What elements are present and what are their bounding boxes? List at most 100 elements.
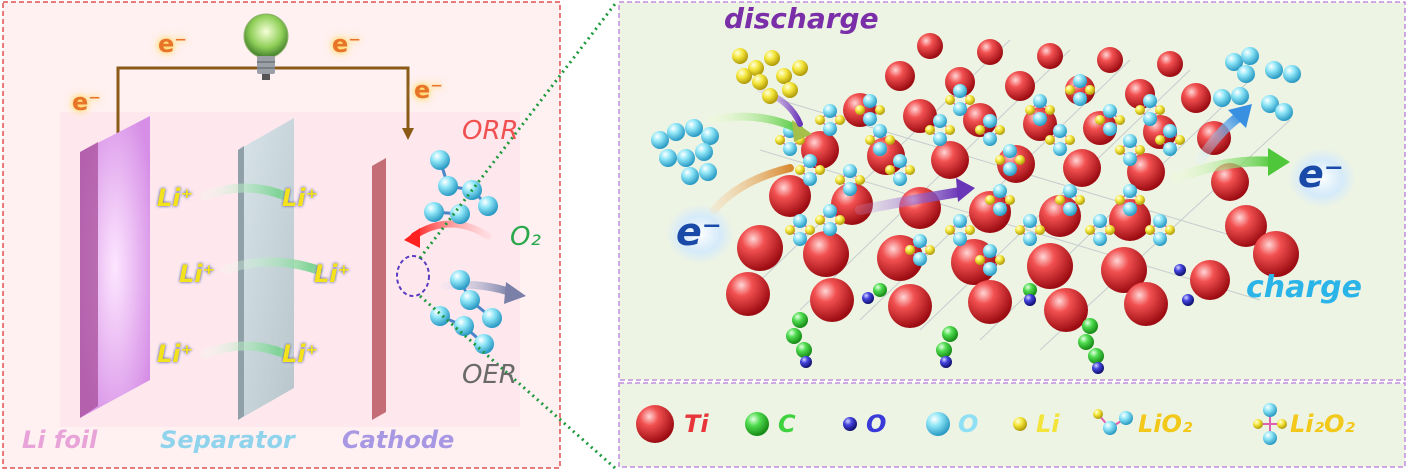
free-o2-cluster-right [1213, 47, 1301, 121]
surface-li-atom [1055, 195, 1065, 205]
surface-o-atom [793, 232, 807, 246]
o2-in-arrow [708, 112, 804, 134]
surface-li-atom [885, 135, 895, 145]
surface-li-atom [1095, 115, 1105, 125]
surface-o-atom [823, 104, 837, 118]
surface-o-atom [953, 84, 967, 98]
surface-o-atom [803, 172, 817, 186]
discharge-products [775, 74, 1185, 276]
surface-li-atom [925, 245, 935, 255]
surface-o-atom [1053, 142, 1067, 156]
surface-li-atom [795, 165, 805, 175]
surface-o-atom [1163, 124, 1177, 138]
ti-atom-rows [726, 33, 1299, 332]
surface-o-atom [913, 234, 927, 248]
electron-glow-left [666, 204, 734, 264]
legend-ti-swatch [636, 405, 674, 443]
surface-o-atom [823, 222, 837, 236]
free-o2-cluster-left [651, 119, 719, 185]
surface-o-atom [1123, 184, 1137, 198]
li-ion-label-6: Li⁺ [282, 340, 319, 368]
cathode-label: Cathode [342, 426, 455, 454]
surface-o-atom [953, 102, 967, 116]
li-migration-arrow-3 [200, 341, 290, 359]
legend-li2o2-swatch [1253, 403, 1287, 445]
surface-li-atom [975, 125, 985, 135]
surface-li-atom [815, 115, 825, 125]
legend-c-label: C [778, 410, 796, 438]
surface-o-atom [1073, 92, 1087, 106]
surface-li-atom [1145, 225, 1155, 235]
surface-li-atom [1025, 105, 1035, 115]
surface-li-atom [785, 225, 795, 235]
legend-lio2-swatch [1093, 409, 1133, 435]
li-migration-arrow-1 [200, 183, 290, 201]
surface-o-atom [1033, 94, 1047, 108]
free-li-cluster [732, 48, 808, 104]
surface-o-atom [873, 142, 887, 156]
surface-o-atom [1143, 94, 1157, 108]
surface-o-atom [983, 262, 997, 276]
surface-o-atom [863, 112, 877, 126]
surface-li-atom [835, 115, 845, 125]
surface-o-atom [1143, 112, 1157, 126]
electron-label-1: e⁻ [158, 30, 187, 58]
orr-label: ORR [462, 116, 519, 146]
surface-li-atom [1045, 105, 1055, 115]
surface-li-atom [1085, 225, 1095, 235]
surface-o-atom [1023, 214, 1037, 228]
electron-label-4: e⁻ [414, 76, 443, 104]
surface-li-atom [835, 175, 845, 185]
surface-li-atom [1135, 145, 1145, 155]
electron-label-2: e⁻ [332, 30, 361, 58]
separator-plate [238, 118, 294, 420]
surface-li-atom [1005, 195, 1015, 205]
li-ion-label-3: Li⁺ [179, 260, 216, 288]
surface-o-atom [823, 122, 837, 136]
discharge-label: discharge [724, 2, 879, 35]
surface-li-atom [1105, 225, 1115, 235]
surface-o-atom [843, 164, 857, 178]
surface-li-atom [905, 245, 915, 255]
surface-o-atom [1153, 214, 1167, 228]
surface-li-atom [1155, 105, 1165, 115]
oxygen-dark-atoms [800, 264, 1194, 374]
surface-o-atom [1163, 142, 1177, 156]
surface-o-atom [983, 132, 997, 146]
li-foil-plate [80, 116, 150, 418]
oer-label: OER [462, 360, 517, 390]
surface-li-atom [925, 125, 935, 135]
surface-o-atom [793, 214, 807, 228]
surface-li-atom [885, 165, 895, 175]
surface-li-atom [865, 135, 875, 145]
surface-li-atom [1065, 135, 1075, 145]
surface-li-atom [815, 165, 825, 175]
legend-lio2-label: LiO₂ [1138, 410, 1193, 438]
surface-li-atom [835, 215, 845, 225]
legend-li2o2-label: Li₂O₂ [1290, 410, 1355, 438]
surface-li-atom [995, 255, 1005, 265]
surface-o-atom [1053, 124, 1067, 138]
surface-o-atom [1073, 74, 1087, 88]
surface-o-atom [1093, 232, 1107, 246]
li-foil-label: Li foil [22, 426, 98, 454]
surface-o-atom [873, 124, 887, 138]
surface-o-atom [953, 214, 967, 228]
surface-o-atom [1003, 162, 1017, 176]
charge-label: charge [1246, 270, 1363, 305]
electron-label-left: e⁻ [676, 210, 722, 254]
surface-li-atom [1175, 135, 1185, 145]
surface-o-atom [1023, 232, 1037, 246]
surface-li-atom [995, 155, 1005, 165]
surface-o-atom [893, 154, 907, 168]
surface-li-atom [1075, 195, 1085, 205]
surface-li-atom [1035, 225, 1045, 235]
surface-o-atom [993, 184, 1007, 198]
surface-o-atom [1093, 214, 1107, 228]
surface-o-atom [1123, 152, 1137, 166]
surface-o-atom [783, 142, 797, 156]
electron-out-arrow [1171, 156, 1279, 183]
surface-o-atom [993, 202, 1007, 216]
electron-glow-right [1288, 148, 1356, 208]
